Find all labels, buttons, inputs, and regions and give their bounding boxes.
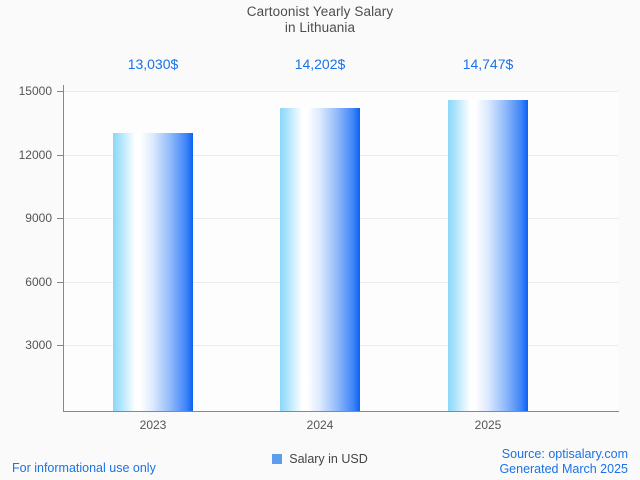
bar-value-2025: 14,747$ xyxy=(462,56,514,72)
ytick-label-15000: 15000 xyxy=(18,84,52,98)
chart-subtitle: in Lithuania xyxy=(284,20,356,35)
ytick-label-12000: 12000 xyxy=(18,148,52,162)
ytick-label-3000: 3000 xyxy=(25,338,52,352)
bar-2024[interactable] xyxy=(280,108,360,411)
ytick-mark-3000 xyxy=(57,345,63,346)
xtick-label-2025: 2025 xyxy=(474,418,502,432)
bar-value-2023: 13,030$ xyxy=(127,56,179,72)
gridline-15000 xyxy=(63,91,618,92)
ytick-label-6000: 6000 xyxy=(25,275,52,289)
bar-value-2024: 14,202$ xyxy=(294,56,346,72)
ytick-label-9000: 9000 xyxy=(25,211,52,225)
chart-title-main: Cartoonist Yearly Salary xyxy=(246,4,394,19)
legend-swatch-icon xyxy=(272,454,283,464)
ytick-mark-15000 xyxy=(57,91,63,92)
footer-disclaimer: For informational use only xyxy=(12,461,156,475)
ytick-mark-12000 xyxy=(57,155,63,156)
bar-2023[interactable] xyxy=(113,133,193,411)
footer-source[interactable]: Source: optisalary.com xyxy=(501,447,628,461)
y-axis-line xyxy=(63,85,64,412)
ytick-mark-9000 xyxy=(57,218,63,219)
xtick-label-2024: 2024 xyxy=(306,418,334,432)
footer-attribution: Source: optisalary.com Generated March 2… xyxy=(499,447,628,477)
x-axis-line xyxy=(63,411,619,412)
ytick-mark-6000 xyxy=(57,282,63,283)
chart-title: Cartoonist Yearly Salary in Lithuania xyxy=(0,4,640,36)
legend-item-salary-in-usd[interactable]: Salary in USD xyxy=(289,452,368,466)
bar-2025[interactable] xyxy=(448,100,528,411)
footer-generated-date: Generated March 2025 xyxy=(499,462,628,476)
xtick-label-2023: 2023 xyxy=(139,418,167,432)
chart-legend: Salary in USD xyxy=(0,452,640,466)
